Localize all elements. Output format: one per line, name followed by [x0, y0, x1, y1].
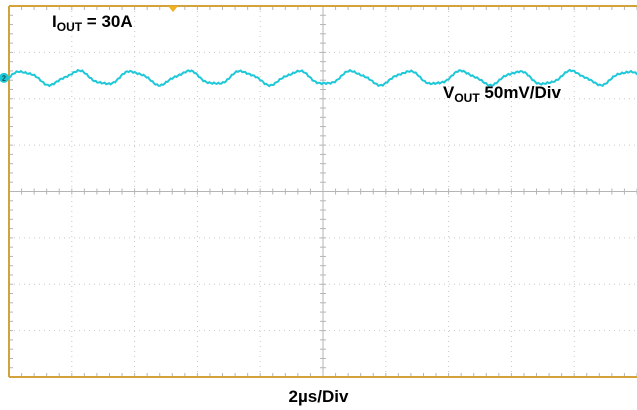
channel-2-marker: 2 [0, 72, 9, 83]
iout-label-value: = 30A [82, 12, 133, 31]
vout-label-scale: 50mV/Div [479, 83, 561, 102]
iout-label-main: I [52, 12, 57, 31]
vout-label-main: V [443, 83, 455, 102]
iout-label-sub: OUT [56, 20, 83, 34]
trigger-position-icon [168, 6, 178, 12]
x-axis-label: 2µs/Div [288, 387, 349, 406]
vout-label-sub: OUT [454, 91, 480, 105]
screen-frame [8, 5, 637, 378]
vout-trace [8, 68, 637, 88]
vout-annotation: VOUT 50mV/Div [443, 84, 561, 104]
iout-annotation: IOUT = 30A [52, 13, 133, 33]
channel-2-marker-label: 2 [2, 75, 6, 82]
